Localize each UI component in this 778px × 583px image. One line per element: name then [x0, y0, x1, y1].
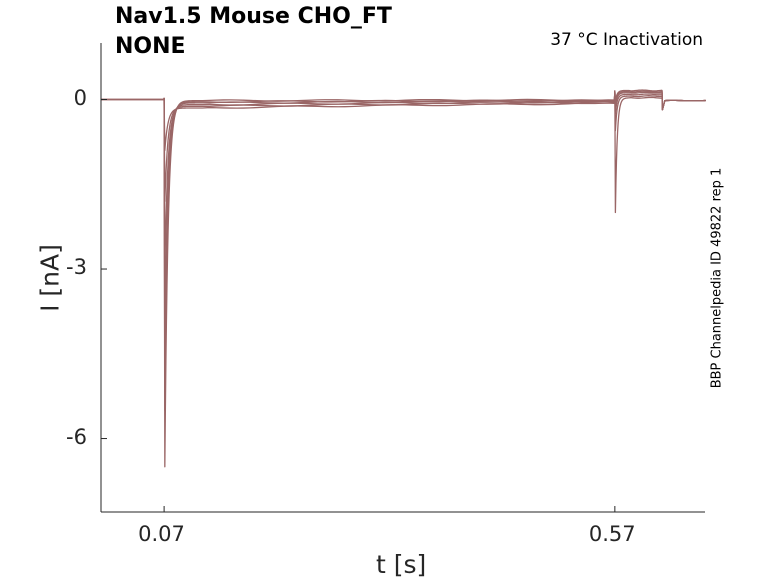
y-tick-label: 0 [73, 85, 87, 110]
y-axis-label: I [nA] [35, 244, 65, 312]
chart-title-line2: NONE [115, 34, 186, 59]
chart-title-line1: Nav1.5 Mouse CHO_FT [115, 4, 392, 29]
current-trace [101, 90, 707, 270]
x-tick-label: 0.57 [588, 522, 636, 546]
side-id-label: BBP Channelpedia ID 49822 rep 1 [709, 167, 725, 389]
y-tick-label: -6 [66, 424, 87, 449]
condition-label: 37 °C Inactivation [550, 30, 703, 50]
trace-group [101, 89, 707, 468]
axes-group [100, 43, 705, 513]
x-tick-label: 0.07 [138, 522, 185, 546]
x-axis-label: t [s] [376, 550, 427, 579]
y-tick-label: -3 [66, 255, 87, 280]
current-trace [101, 90, 707, 411]
current-trace [101, 90, 707, 468]
current-trace [101, 89, 707, 152]
